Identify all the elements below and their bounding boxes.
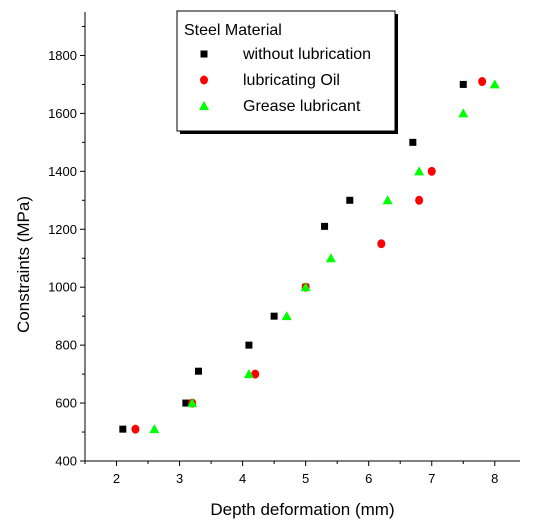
- legend-label: without lubrication: [242, 46, 371, 63]
- legend-items: without lubrication lubricating Oil Grease…: [199, 46, 371, 115]
- data-point: [459, 80, 467, 88]
- data-point: [377, 239, 386, 249]
- y-tick-label: 1600: [48, 106, 77, 121]
- x-axis-title: Depth deformation (mm): [210, 500, 394, 519]
- y-tick-label: 800: [55, 338, 77, 353]
- data-point: [245, 341, 253, 349]
- data-point: [346, 196, 354, 204]
- x-tick-label: 2: [113, 471, 120, 486]
- legend-box: [176, 10, 396, 132]
- legend-label: lubricating Oil: [243, 72, 340, 89]
- x-axis: 2 3 4 5 6 7 8: [84, 461, 498, 486]
- legend-marker-square: [200, 50, 208, 58]
- series-triangle: [149, 79, 500, 434]
- x-tick-label: 3: [176, 471, 183, 486]
- x-tick-label: 5: [302, 471, 309, 486]
- x-tick-label: 6: [365, 471, 372, 486]
- y-tick-label: 1800: [48, 48, 77, 63]
- y-axis-title: Constraints (MPa): [14, 196, 33, 333]
- data-point: [270, 312, 278, 320]
- data-point: [478, 77, 487, 87]
- data-point: [119, 425, 127, 433]
- data-points: [119, 77, 500, 434]
- data-point: [182, 399, 190, 407]
- legend-marker-circle: [200, 75, 208, 85]
- x-tick-label: 7: [428, 471, 435, 486]
- data-point: [281, 311, 292, 321]
- data-point: [489, 79, 500, 89]
- data-point: [149, 424, 160, 434]
- data-point: [415, 195, 424, 205]
- data-point: [251, 369, 260, 379]
- data-point: [194, 367, 202, 375]
- legend: Steel Material without lubrication lubric…: [176, 10, 398, 134]
- legend-marker-triangle: [199, 101, 209, 110]
- y-tick-label: 1400: [48, 164, 77, 179]
- plot-area: [84, 12, 520, 462]
- data-point: [382, 195, 393, 205]
- x-tick-label: 4: [239, 471, 246, 486]
- y-tick-label: 1000: [48, 280, 77, 295]
- data-point: [300, 282, 311, 292]
- data-point: [409, 138, 417, 146]
- data-point: [131, 424, 140, 434]
- data-point: [414, 166, 425, 176]
- y-tick-label: 400: [55, 454, 77, 469]
- data-point: [321, 222, 329, 230]
- y-tick-label: 600: [55, 396, 77, 411]
- legend-title: Steel Material: [184, 22, 282, 39]
- x-tick-label: 8: [491, 471, 498, 486]
- data-point: [458, 108, 469, 118]
- data-point: [427, 166, 436, 176]
- data-point: [325, 253, 336, 263]
- legend-label: Grease lubricant: [243, 98, 361, 115]
- y-axis: 400 600 800 1000 1200 1400 1600 1800: [48, 25, 85, 469]
- data-point: [243, 369, 254, 379]
- y-tick-label: 1200: [48, 222, 77, 237]
- data-point: [187, 398, 198, 408]
- series-circle: [131, 77, 487, 434]
